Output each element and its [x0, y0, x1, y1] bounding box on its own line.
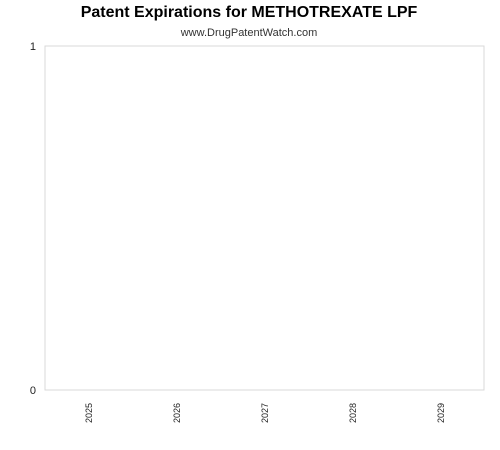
x-tick-label-2026: 2026: [172, 403, 182, 423]
x-axis-ticks: 2025 2026 2027 2028 2029: [84, 403, 446, 423]
chart-subtitle: www.DrugPatentWatch.com: [180, 27, 318, 39]
plot-area: [45, 46, 484, 390]
x-tick-label-2027: 2027: [260, 403, 270, 423]
x-tick-label-2025: 2025: [84, 403, 94, 423]
x-tick-label-2029: 2029: [436, 403, 446, 423]
y-tick-label-max: 1: [30, 41, 36, 53]
y-tick-label-min: 0: [30, 385, 36, 397]
chart-title: Patent Expirations for METHOTREXATE LPF: [81, 4, 418, 21]
x-tick-label-2028: 2028: [348, 403, 358, 423]
